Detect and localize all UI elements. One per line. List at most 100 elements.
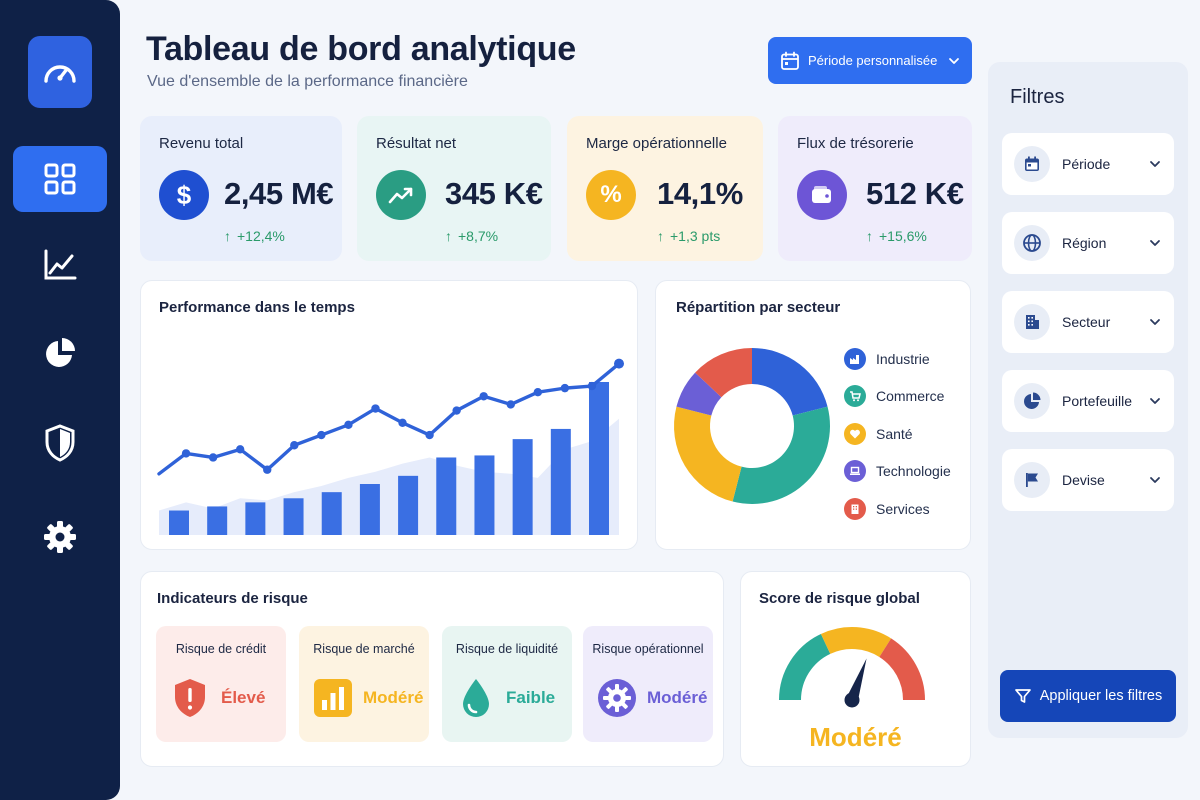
line-point [181,449,191,458]
dashboard-logo[interactable] [28,36,92,108]
apply-filters-label: Appliquer les filtres [1039,688,1163,704]
kpi-delta: ↑ +8,7% [445,228,498,244]
risk-tile-market[interactable]: Risque de marché Modéré [299,626,429,742]
filter-sector[interactable]: Secteur [1002,291,1174,353]
pie-chart-icon [1014,383,1050,419]
donut-slice [674,406,742,502]
speedometer-icon [44,65,76,83]
sidebar [0,0,120,800]
arrow-up-icon: ↑ [657,228,664,244]
bar-chart-icon [313,678,353,718]
shield-alert-icon [170,678,210,718]
performance-title: Performance dans le temps [159,299,355,316]
pie-chart-icon [46,338,75,367]
risk-tile-operational[interactable]: Risque opérationnel Modéré [583,626,713,742]
line-point [235,445,245,454]
page-subtitle: Vue d'ensemble de la performance financi… [147,73,468,90]
bar [398,475,419,535]
risk-label: Risque de marché [313,642,415,656]
arrow-up-icon: ↑ [445,228,452,244]
cart-icon [844,385,866,407]
donut-slice [676,372,722,416]
filter-period[interactable]: Période [1002,133,1174,195]
droplet-icon [456,678,496,718]
kpi-delta: ↑ +15,6% [866,228,927,244]
filter-icon [1014,689,1031,703]
risk-score-card: Score de risque global Modéré [740,571,971,767]
kpi-label: Résultat net [376,135,457,152]
legend-label: Commerce [876,388,945,404]
performance-chart [157,358,624,535]
period-button-label: Période personnalisée [808,53,938,68]
kpi-card-net-income: Résultat net 345 K€ ↑ +8,7% [357,116,551,261]
bar [207,506,228,535]
line-point [560,383,570,393]
arrow-up-icon: ↑ [866,228,873,244]
nav-item-overview[interactable] [13,146,107,212]
bar [359,484,380,535]
bar [474,455,495,535]
gauge-hub [844,692,860,708]
calendar-icon [781,51,799,70]
kpi-card-operating-margin: Marge opérationnelle % 14,1% ↑ +1,3 pts [567,116,763,261]
legend-label: Services [876,501,930,517]
line-point [587,381,597,391]
filters-title: Filtres [1010,86,1065,108]
legend-label: Technologie [876,463,951,479]
filter-region[interactable]: Région [1002,212,1174,274]
line-point [398,418,407,427]
filter-portfolio[interactable]: Portefeuille [1002,370,1174,432]
wallet-icon [797,170,847,220]
line-point [614,358,624,369]
nav-item-settings[interactable] [13,504,107,570]
risk-tile-liquidity[interactable]: Risque de liquidité Faible [442,626,572,742]
kpi-delta: ↑ +12,4% [224,228,285,244]
filter-label: Devise [1062,472,1105,488]
risk-score-label: Modéré [809,722,902,752]
legend-item-technologie: Technologie [844,460,951,482]
dollar-icon: $ [159,170,209,220]
performance-card: Performance dans le temps [140,280,638,550]
apply-filters-button[interactable]: Appliquer les filtres [1000,670,1176,722]
factory-icon [844,348,866,370]
nav-item-analytics[interactable] [13,232,107,298]
line-point [425,430,434,440]
gear-icon [44,521,76,553]
bar [321,492,342,535]
kpi-value: 2,45 M€ [224,176,334,211]
grid-icon [44,163,76,195]
line-point [208,453,218,462]
globe-icon [1014,225,1050,261]
line-point [533,388,543,397]
risk-label: Risque de liquidité [455,642,559,656]
kpi-label: Marge opérationnelle [586,135,727,152]
area-series [159,418,619,535]
custom-period-button[interactable]: Période personnalisée [768,37,972,84]
risk-tile-credit[interactable]: Risque de crédit Élevé [156,626,286,742]
bar [589,382,609,535]
legend-label: Industrie [876,351,930,367]
gauge-segment [820,627,892,658]
nav-item-reports[interactable] [13,320,107,386]
donut-slice [695,348,752,398]
building-icon [844,498,866,520]
bar [245,502,266,535]
line-point [344,420,353,430]
nav-item-security[interactable] [13,410,107,476]
chevron-down-icon [1150,240,1160,246]
filter-currency[interactable]: Devise [1002,449,1174,511]
line-point [452,406,461,415]
gauge-segment [878,638,925,701]
risk-gauge [779,627,925,708]
chevron-down-icon [1150,477,1160,483]
filter-label: Période [1062,156,1111,172]
legend-item-commerce: Commerce [844,385,944,407]
chevron-down-icon [949,57,959,64]
risk-label: Risque de crédit [175,642,267,656]
kpi-value: 512 K€ [866,176,964,211]
sector-title: Répartition par secteur [676,299,841,316]
kpi-delta-value: +1,3 pts [670,228,721,244]
kpi-delta-value: +12,4% [237,228,285,244]
risk-label: Risque opérationnel [592,642,704,656]
arrow-up-icon: ↑ [224,228,231,244]
